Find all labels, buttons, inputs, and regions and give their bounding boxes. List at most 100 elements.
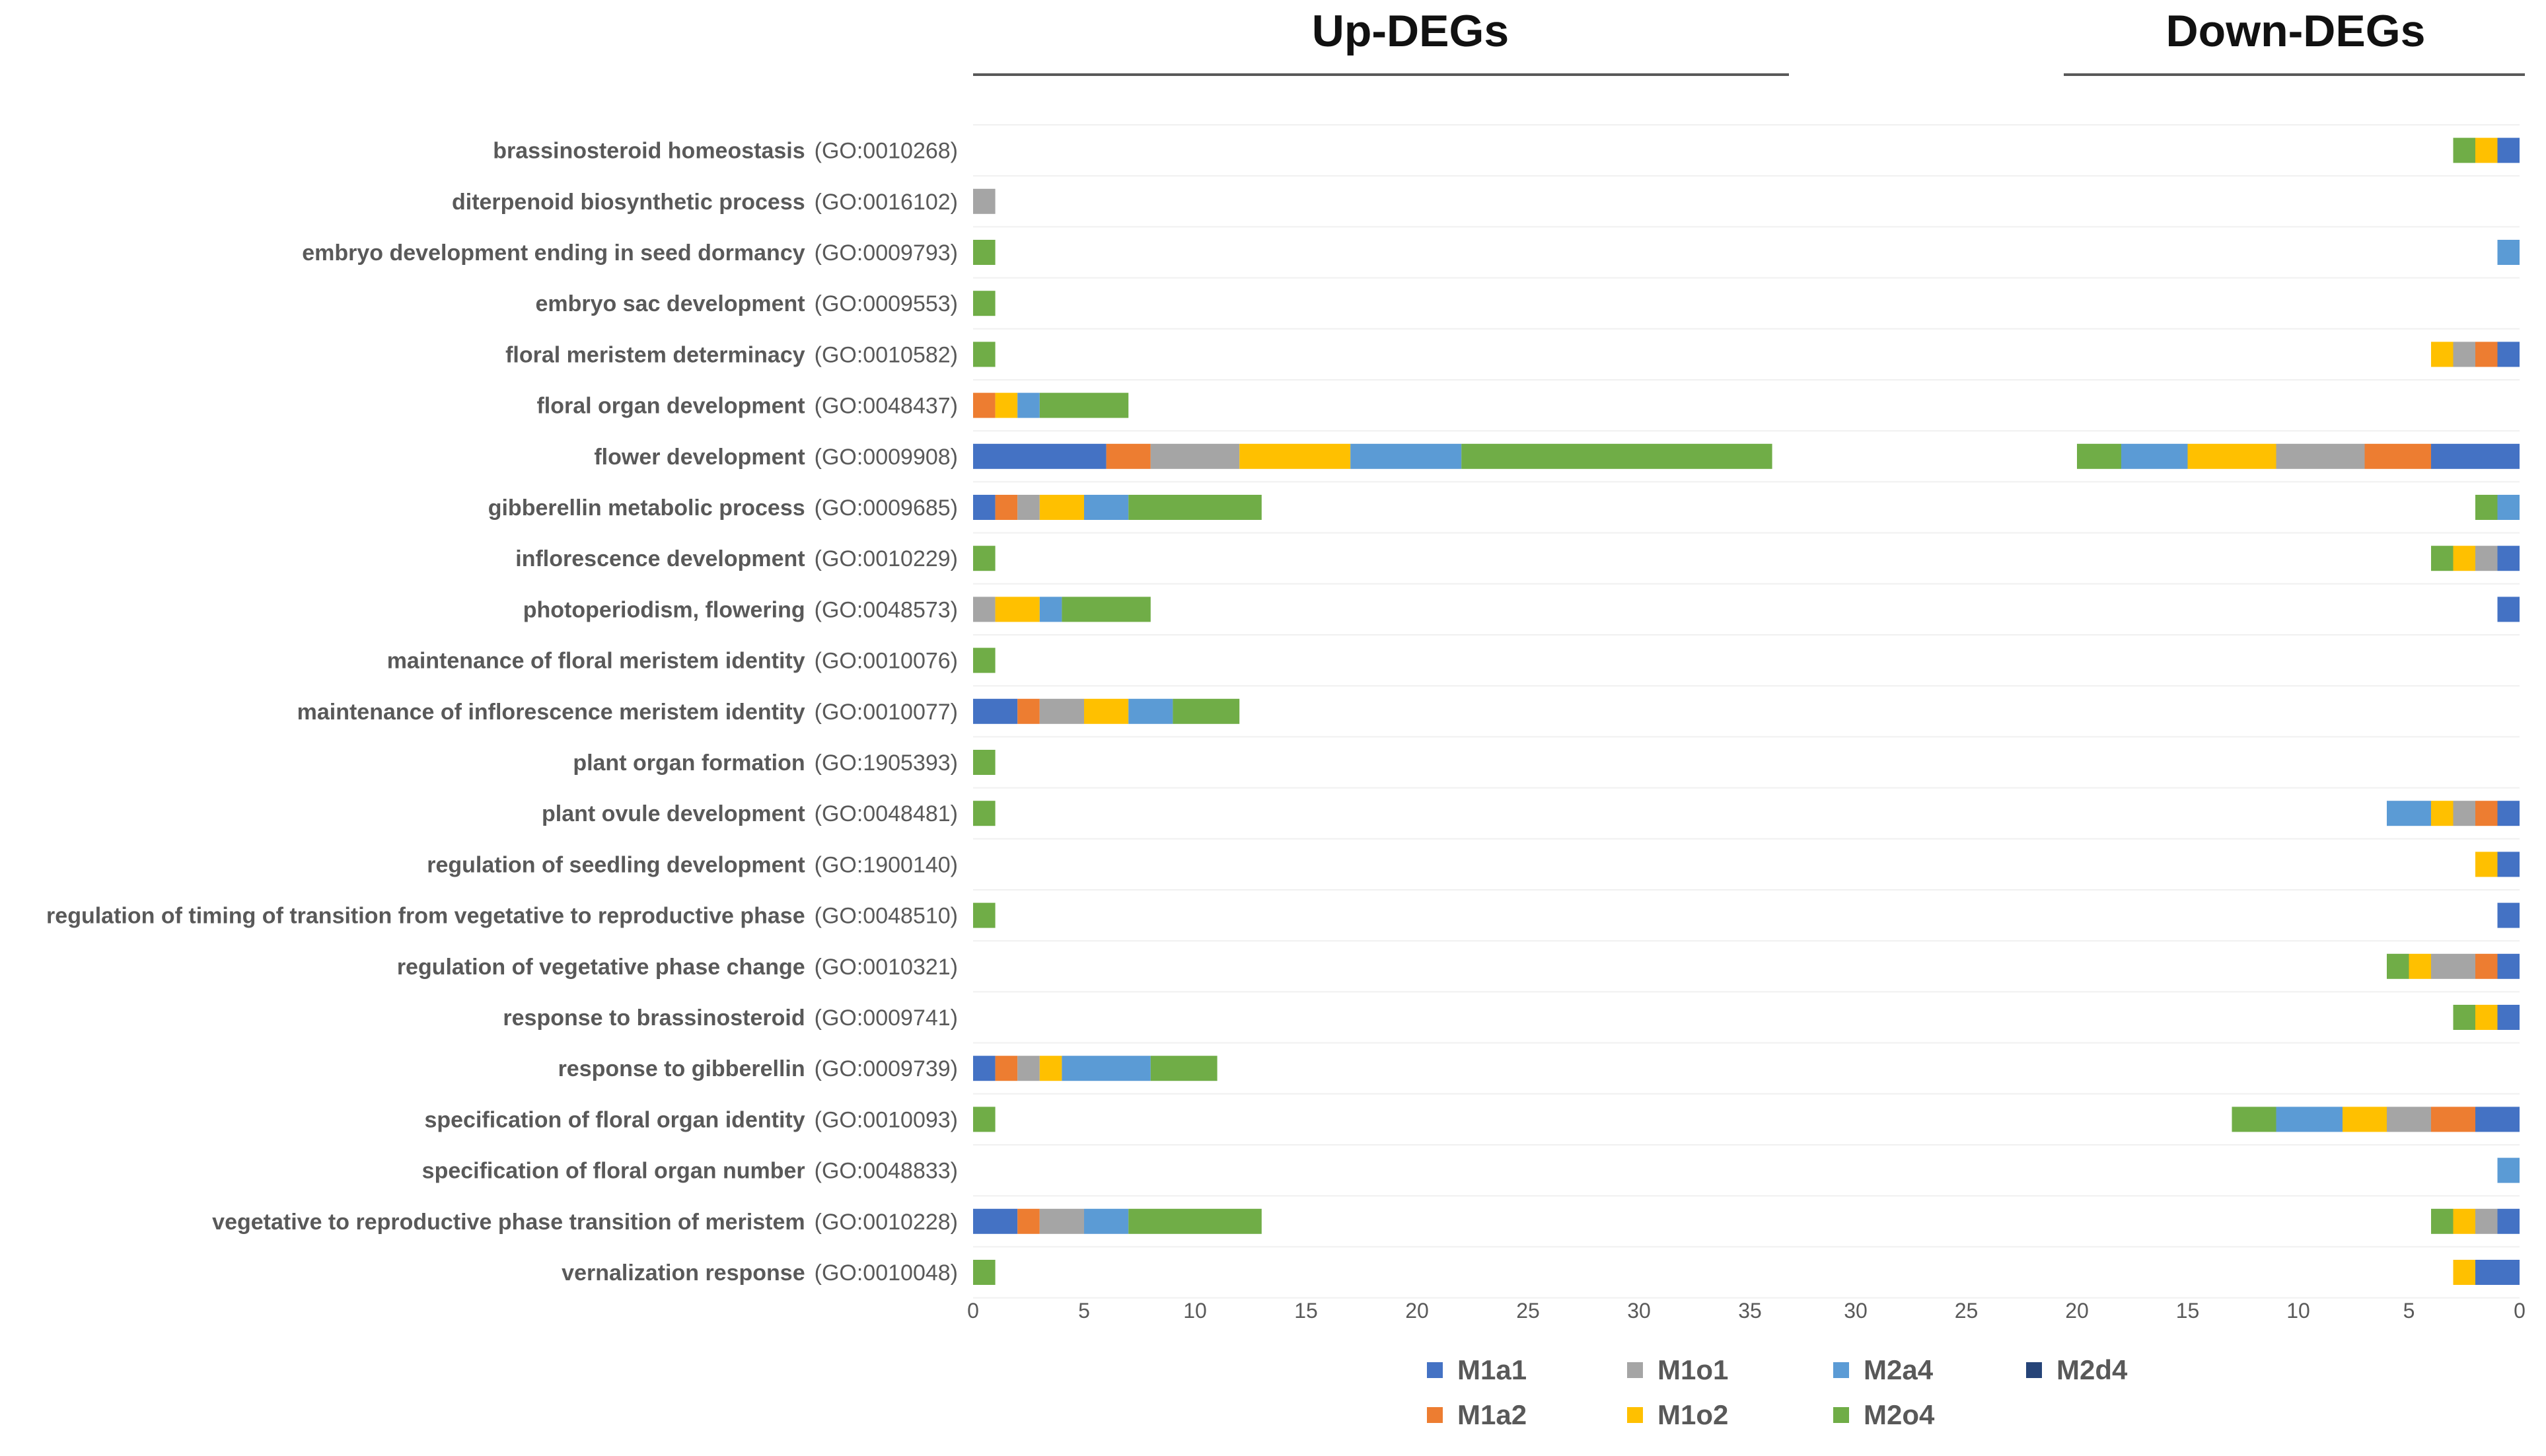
category-term: plant organ formation xyxy=(573,750,805,776)
bar-down-m1a1 xyxy=(2497,342,2520,367)
up-panel-title: Up-DEGs xyxy=(1312,6,1509,56)
bar-down-m2o4 xyxy=(2232,1107,2276,1132)
down-tick-label: 25 xyxy=(1955,1299,1979,1323)
bar-down-m2o4 xyxy=(2077,443,2121,469)
bar-up-m1o2 xyxy=(995,392,1018,418)
legend-swatch-m1a1 xyxy=(1427,1362,1443,1378)
category-label: maintenance of inflorescence meristem id… xyxy=(297,700,958,725)
bar-down-m2o4 xyxy=(2475,495,2498,520)
bar-up-m1o1 xyxy=(1017,495,1040,520)
bar-up-m2o4 xyxy=(1039,392,1129,418)
bar-down-m1a1 xyxy=(2497,801,2520,826)
category-go-id: (GO:0009553) xyxy=(815,291,958,316)
category-label: embryo sac development (GO:0009553) xyxy=(535,291,958,316)
bar-up-m2o4 xyxy=(973,1107,996,1132)
bar-up-m2o4 xyxy=(1150,1056,1218,1081)
category-go-id: (GO:0009793) xyxy=(815,240,958,266)
bar-up-m2o4 xyxy=(973,902,996,928)
bar-up-m1a2 xyxy=(1017,698,1040,724)
category-term: floral organ development xyxy=(536,394,805,419)
legend-swatch-m2o4 xyxy=(1833,1407,1849,1423)
category-term: brassinosteroid homeostasis xyxy=(493,139,805,164)
category-term: vegetative to reproductive phase transit… xyxy=(212,1210,805,1235)
bar-down-m1o2 xyxy=(2453,1208,2475,1234)
bar-down-m1o2 xyxy=(2475,852,2498,877)
bar-up-m2a4 xyxy=(1039,597,1062,622)
category-label: floral organ development (GO:0048437) xyxy=(536,394,958,419)
bar-down-m2a4 xyxy=(2121,443,2188,469)
bar-down-m1o1 xyxy=(2431,953,2475,979)
bar-down-m2a4 xyxy=(2497,240,2520,265)
category-go-id: (GO:1900140) xyxy=(815,852,958,877)
bar-up-m2o4 xyxy=(973,750,996,775)
category-term: maintenance of floral meristem identity xyxy=(387,649,805,674)
bar-down-m1a2 xyxy=(2475,801,2498,826)
bar-down-m2o4 xyxy=(2453,1005,2475,1030)
category-term: diterpenoid biosynthetic process xyxy=(452,190,805,215)
bar-down-m1o2 xyxy=(2475,137,2498,163)
category-term: vernalization response xyxy=(562,1260,805,1286)
legend-label-m1o1: M1o1 xyxy=(1657,1354,1728,1385)
bar-down-m1a1 xyxy=(2475,1260,2520,1285)
bar-down-m1o2 xyxy=(2475,1005,2498,1030)
category-term: embryo development ending in seed dorman… xyxy=(302,240,805,266)
up-tick-label: 10 xyxy=(1183,1299,1207,1323)
category-go-id: (GO:0010321) xyxy=(815,955,958,980)
category-go-id: (GO:0010582) xyxy=(815,342,958,367)
category-term: inflorescence development xyxy=(515,546,805,571)
bar-down-m1o1 xyxy=(2475,546,2498,571)
legend-label-m1a1: M1a1 xyxy=(1457,1354,1527,1385)
category-label: specification of floral organ number (GO:… xyxy=(422,1159,958,1184)
category-go-id: (GO:0010268) xyxy=(815,139,958,164)
bar-up-m1a2 xyxy=(973,392,996,418)
bar-down-m1a1 xyxy=(2431,443,2520,469)
bar-down-m2a4 xyxy=(2387,801,2431,826)
bar-down-m2a4 xyxy=(2276,1107,2343,1132)
bar-down-m1a1 xyxy=(2497,852,2520,877)
bars xyxy=(973,137,2520,1285)
category-label: regulation of vegetative phase change (GO… xyxy=(397,955,958,980)
bar-down-m1a2 xyxy=(2364,443,2431,469)
bar-up-m1o2 xyxy=(1084,698,1129,724)
bar-up-m1o1 xyxy=(973,597,996,622)
bar-up-m2o4 xyxy=(973,342,996,367)
category-label: embryo development ending in seed dorman… xyxy=(302,240,958,266)
bar-down-m1a1 xyxy=(2475,1107,2520,1132)
category-label: regulation of seedling development (GO:19… xyxy=(427,852,958,877)
bar-down-m1o2 xyxy=(2187,443,2276,469)
category-term: plant ovule development xyxy=(542,801,805,826)
category-label: specification of floral organ identity (G… xyxy=(424,1107,958,1132)
category-go-id: (GO:0009685) xyxy=(815,495,958,521)
bar-up-m2o4 xyxy=(973,546,996,571)
bar-down-m1o1 xyxy=(2453,342,2475,367)
category-label: brassinosteroid homeostasis (GO:0010268) xyxy=(493,139,958,164)
row-bands xyxy=(973,124,2520,1299)
bar-up-m1a2 xyxy=(995,1056,1018,1081)
bar-up-m1o1 xyxy=(1017,1056,1040,1081)
bar-down-m2a4 xyxy=(2497,495,2520,520)
category-go-id: (GO:0010093) xyxy=(815,1107,958,1132)
down-tick-label: 10 xyxy=(2286,1299,2310,1323)
legend-swatch-m2d4 xyxy=(2026,1362,2042,1378)
bar-up-m1a1 xyxy=(973,495,996,520)
down-tick-label: 15 xyxy=(2176,1299,2200,1323)
bar-down-m1o2 xyxy=(2453,1260,2475,1285)
category-label: photoperiodism, flowering (GO:0048573) xyxy=(523,597,958,622)
category-label: vegetative to reproductive phase transit… xyxy=(212,1210,958,1235)
bar-down-m1o1 xyxy=(2475,1208,2498,1234)
bar-down-m1a1 xyxy=(2497,1208,2520,1234)
category-label: regulation of timing of transition from … xyxy=(46,904,958,929)
category-go-id: (GO:0016102) xyxy=(815,190,958,215)
category-label: gibberellin metabolic process (GO:0009685… xyxy=(488,495,958,521)
panel-headers: Up-DEGs Down-DEGs xyxy=(973,6,2525,76)
category-go-id: (GO:0009739) xyxy=(815,1056,958,1081)
category-go-id: (GO:0010229) xyxy=(815,546,958,571)
bar-up-m1o2 xyxy=(1039,1056,1062,1081)
bar-down-m1a2 xyxy=(2475,342,2498,367)
down-panel-title: Down-DEGs xyxy=(2166,6,2426,56)
up-tick-label: 5 xyxy=(1078,1299,1090,1323)
bar-up-m2a4 xyxy=(1128,698,1173,724)
category-term: specification of floral organ number xyxy=(422,1159,805,1184)
